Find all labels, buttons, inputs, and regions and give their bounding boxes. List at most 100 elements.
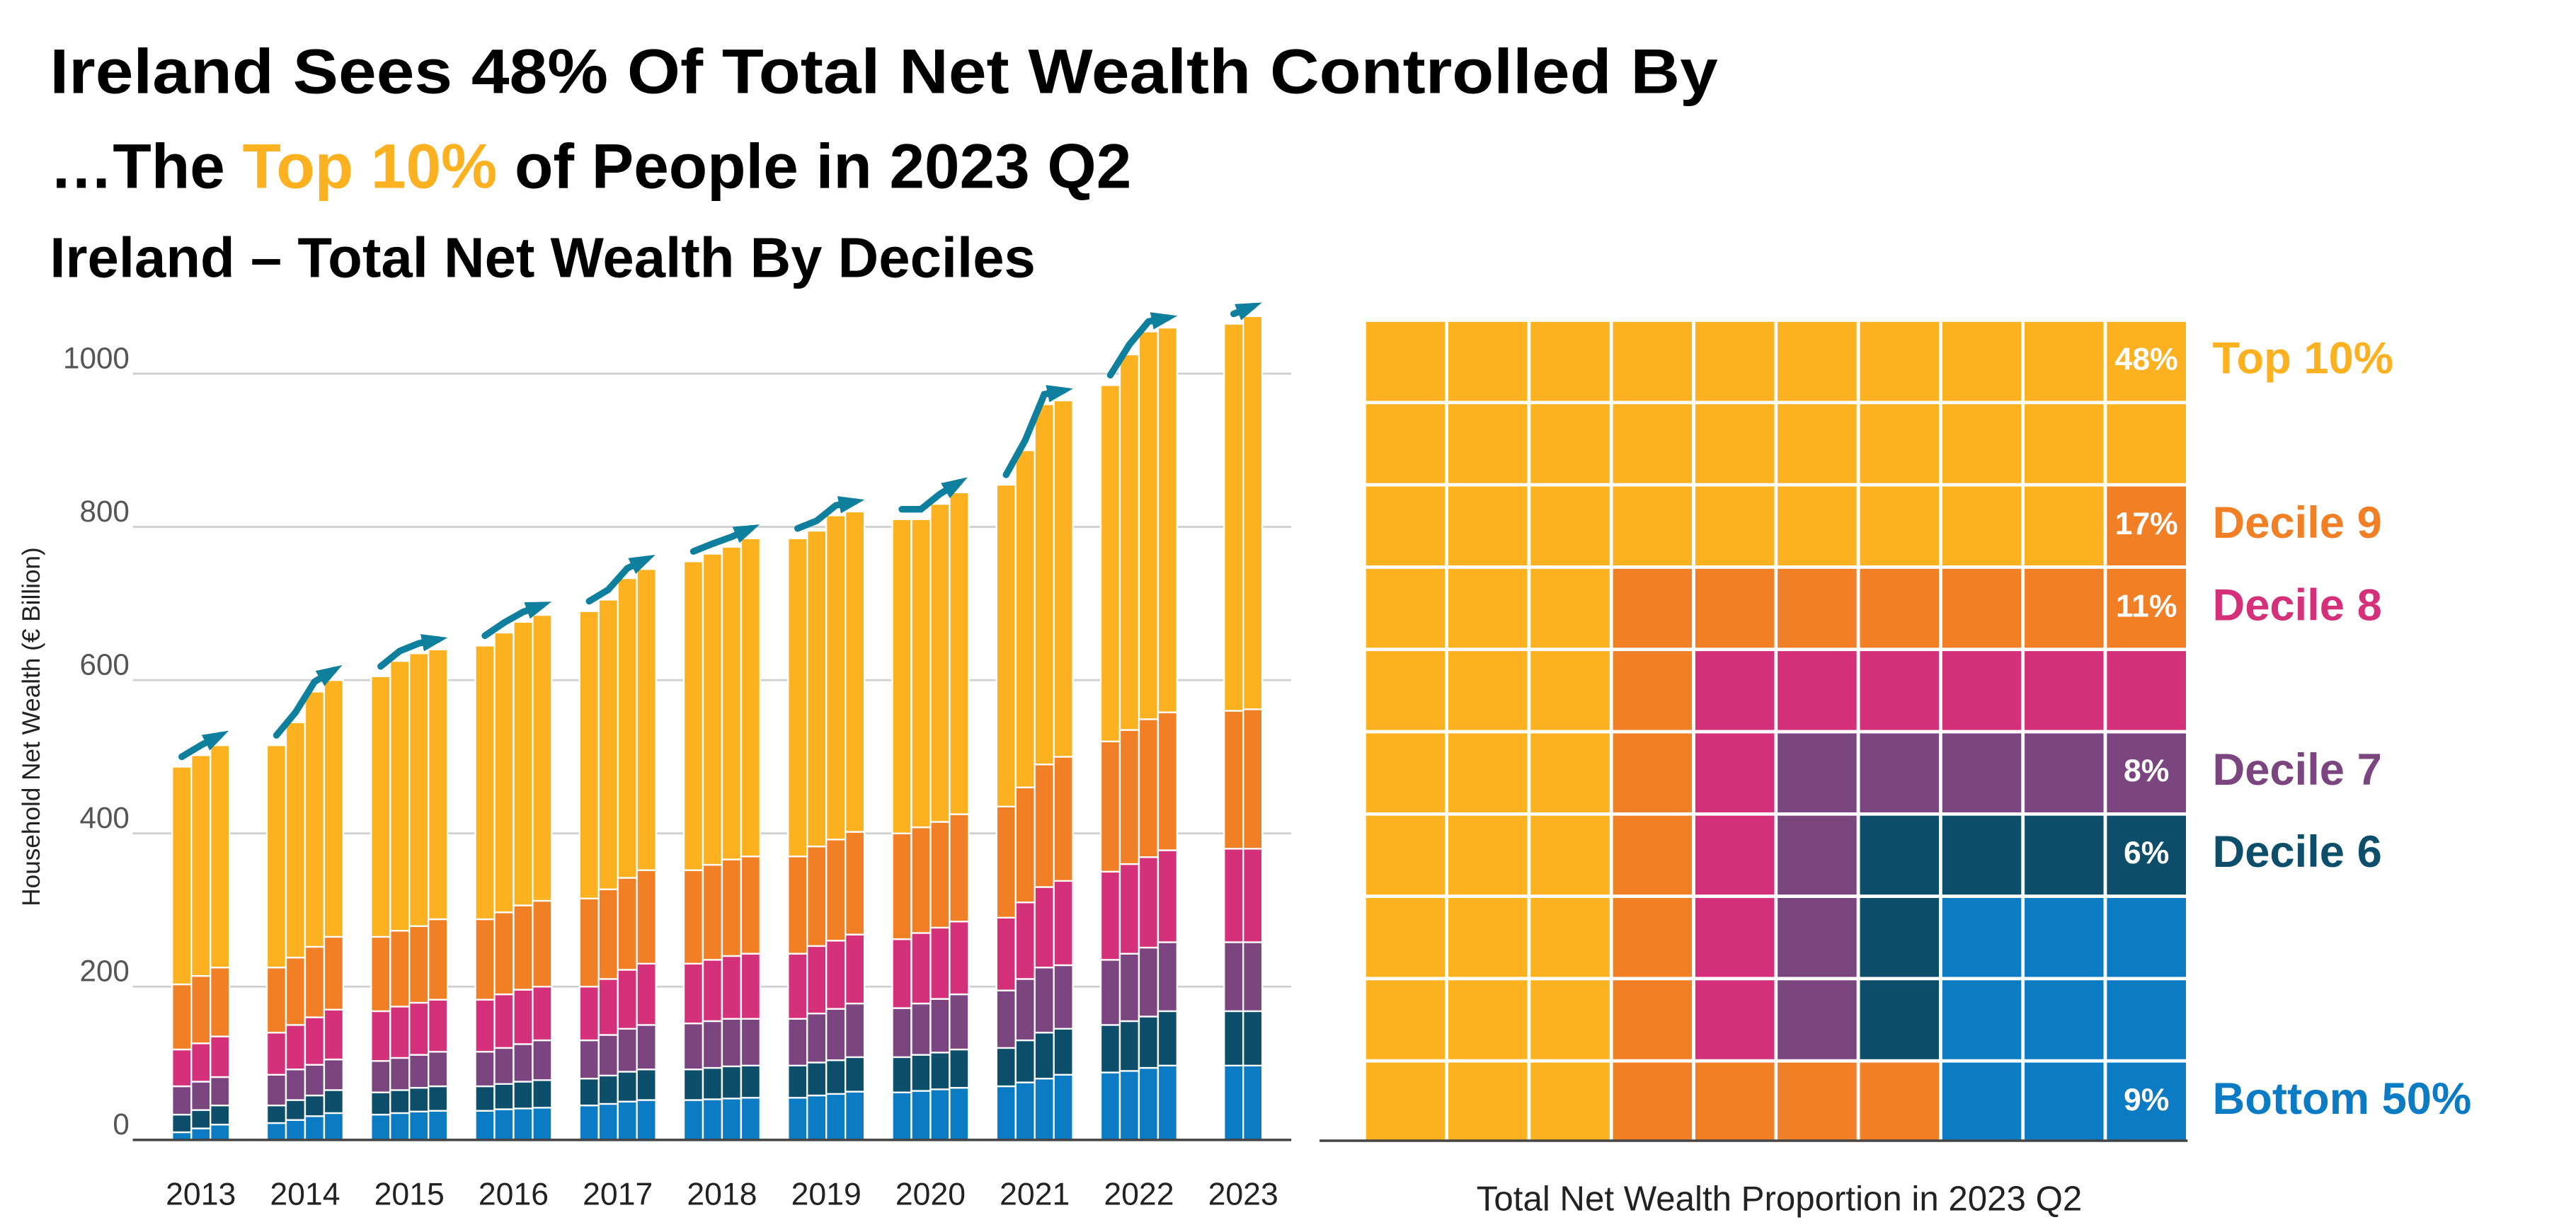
bar-segment: [597, 888, 619, 980]
bar-segment: [265, 1073, 287, 1107]
bar-segment: [474, 1051, 496, 1088]
waffle-cell: [1363, 730, 1448, 816]
waffle-cell: [2103, 894, 2189, 981]
bar-segment: [1138, 718, 1160, 858]
bar-segment: [929, 1052, 951, 1090]
bar-segment: [787, 537, 808, 858]
waffle-cell: [2103, 401, 2189, 487]
bar-segment: [891, 1056, 912, 1093]
bar-segment: [408, 925, 430, 1004]
bar-segment: [408, 1001, 430, 1056]
bar-segment: [636, 869, 657, 965]
bar-segment: [682, 1099, 704, 1141]
bar-segment: [1157, 711, 1179, 851]
bar-segment: [702, 1098, 723, 1141]
bar-segment: [578, 1078, 600, 1107]
waffle-cell: [1445, 318, 1531, 405]
bar-segment: [910, 1002, 932, 1056]
bar-segment: [949, 993, 970, 1051]
waffle-cell: [1774, 730, 1860, 816]
bar-segment: [1223, 1064, 1244, 1141]
y-tick-label: 1000: [63, 341, 130, 374]
waffle-cell: [1692, 894, 1778, 981]
bar-segment: [1053, 756, 1074, 882]
waffle-cell: [1939, 483, 2025, 569]
bar-segment: [513, 1081, 534, 1110]
bar-segment: [1099, 384, 1121, 742]
bar-segment: [1138, 1066, 1160, 1141]
bar-segment: [532, 1039, 553, 1081]
bar-segment: [1099, 870, 1121, 961]
bar-segment: [474, 998, 496, 1053]
bar-segment: [825, 1093, 847, 1141]
waffle-cell: [1774, 483, 1860, 569]
waffle-cell: [1774, 977, 1860, 1063]
bar-segment: [493, 1047, 515, 1085]
waffle-cell: [1692, 401, 1778, 487]
bar-segment: [265, 744, 287, 969]
waffle-cell: [1939, 730, 2025, 816]
bar-segment: [265, 1032, 287, 1076]
bar-segment: [929, 1088, 951, 1141]
bar-segment: [171, 766, 193, 986]
bar-segment: [597, 599, 619, 890]
bar-segment: [493, 993, 515, 1049]
bar-segment: [1014, 449, 1036, 788]
bar-segment: [370, 1091, 391, 1116]
bar-segment: [844, 1056, 866, 1093]
trend-arrow-head: [837, 496, 865, 514]
bar-segment: [1034, 1078, 1055, 1141]
bar-segment: [427, 998, 449, 1053]
bar-segment: [949, 813, 970, 923]
bar-segment: [1157, 941, 1179, 1013]
bar-segment: [721, 1065, 743, 1100]
bar-segment: [1053, 964, 1074, 1030]
chart-title: Ireland Sees 48% Of Total Net Wealth Con…: [50, 35, 1718, 106]
bar-segment: [995, 1047, 1017, 1088]
y-tick-label: 600: [79, 648, 129, 681]
trend-arrow-head: [315, 664, 343, 686]
bar-segment: [190, 1042, 212, 1083]
bar-segment: [1014, 1081, 1036, 1141]
bar-segment: [190, 974, 212, 1044]
bar-segment: [578, 1104, 600, 1141]
waffle-cell: [1692, 647, 1778, 734]
bar-segment: [1034, 403, 1055, 766]
bar-segment: [389, 930, 411, 1008]
y-tick-label: 400: [79, 801, 129, 834]
bar-segment: [1118, 353, 1140, 731]
waffle-cell: [1363, 401, 1448, 487]
bar-segment: [389, 1112, 411, 1141]
bar-segment: [617, 877, 638, 971]
bar-segment: [304, 1064, 326, 1097]
waffle-cell: [1856, 977, 1942, 1063]
waffle-cell: [1774, 894, 1860, 981]
trend-arrow-head: [420, 634, 448, 652]
bar-segment: [1118, 1020, 1140, 1072]
bar-segment: [597, 1074, 619, 1105]
bar-segment: [513, 904, 534, 991]
waffle-cell: [2103, 977, 2189, 1063]
bar-segment: [825, 1008, 847, 1061]
bar-segment: [844, 510, 866, 833]
bar-segment: [844, 1090, 866, 1141]
x-tick-label: 2021: [1000, 1177, 1070, 1211]
waffle-cell: [1774, 647, 1860, 734]
waffle-cell: [1445, 483, 1531, 569]
bar-segment: [532, 1107, 553, 1141]
bar-segment: [825, 940, 847, 1010]
legend-label: Top 10%: [2213, 333, 2394, 383]
bar-segment: [578, 1039, 600, 1080]
x-tick-label: 2020: [895, 1177, 966, 1211]
bar-segment: [389, 1006, 411, 1059]
waffle-cell: [1445, 812, 1531, 898]
bar-segment: [806, 1061, 828, 1097]
bar-segment: [1014, 901, 1036, 980]
bar-segment: [210, 1124, 231, 1141]
waffle-cell: [2103, 730, 2189, 816]
bar-segment: [787, 1064, 808, 1099]
bar-segment: [304, 691, 326, 948]
bar-segment: [427, 1110, 449, 1141]
bar-segment: [1242, 941, 1264, 1013]
waffle-cell: [2103, 318, 2189, 405]
